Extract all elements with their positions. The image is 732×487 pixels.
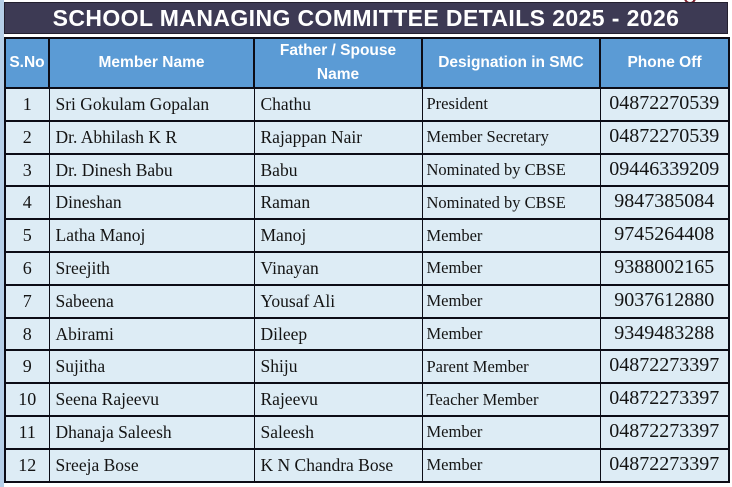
table-row: 3 Dr. Dinesh Babu Babu Nominated by CBSE…	[4, 152, 730, 188]
table-row: 12 Sreeja Bose K N Chandra Bose Member 0…	[4, 447, 730, 483]
cell-phone-number: 04872273397	[599, 415, 730, 450]
cell-serial-number: 10	[4, 382, 50, 417]
column-header-designation: Designation in SMC	[421, 36, 601, 90]
cell-designation: Teacher Member	[421, 382, 601, 417]
table-row: 6 Sreejith Vinayan Member 9388002165	[4, 251, 730, 286]
cell-phone-number: 9745264408	[599, 218, 730, 254]
cell-designation: Member	[421, 316, 601, 352]
table-row: 7 Sabeena Yousaf Ali Member 9037612880	[4, 283, 730, 319]
cell-member-name: Abirami	[48, 316, 255, 352]
cell-father-spouse-name: Yousaf Ali	[253, 283, 423, 319]
cell-member-name: Sreejith	[48, 251, 255, 286]
cell-phone-number: 04872270539	[599, 119, 730, 155]
cell-member-name: Sreeja Bose	[48, 447, 255, 483]
cell-father-spouse-name: Babu	[253, 152, 423, 188]
cell-phone-number: 04872273397	[599, 382, 730, 417]
cell-designation: Member	[421, 283, 601, 319]
column-header-father-spouse-name: Father / Spouse Name	[253, 36, 423, 90]
cell-phone-number: 9349483288	[599, 316, 730, 352]
cell-phone-number: 9037612880	[599, 283, 730, 319]
cell-phone-number: 9847385084	[599, 185, 730, 221]
cell-father-spouse-name: Chathu	[253, 87, 423, 122]
cell-phone-number: 04872273397	[599, 447, 730, 483]
cell-designation: Member	[421, 415, 601, 450]
cell-designation: Member	[421, 251, 601, 286]
cell-father-spouse-name: Manoj	[253, 218, 423, 254]
cell-father-spouse-name: Vinayan	[253, 251, 423, 286]
table-row: 11 Dhanaja Saleesh Saleesh Member 048722…	[4, 415, 730, 450]
cell-serial-number: 11	[4, 415, 50, 450]
column-header-phone-off: Phone Off	[599, 36, 730, 90]
cell-father-spouse-name: Rajappan Nair	[253, 119, 423, 155]
table-row: 9 Sujitha Shiju Parent Member 0487227339…	[4, 349, 730, 385]
committee-sheet: SCHOOL MANAGING COMMITTEE DETAILS 2025 -…	[4, 2, 730, 483]
cell-member-name: Dhanaja Saleesh	[48, 415, 255, 450]
cell-designation: Nominated by CBSE	[421, 185, 601, 221]
cell-designation: Member	[421, 447, 601, 483]
table-row: 4 Dineshan Raman Nominated by CBSE 98473…	[4, 185, 730, 221]
cell-father-spouse-name: Shiju	[253, 349, 423, 385]
cell-serial-number: 8	[4, 316, 50, 352]
cell-father-spouse-name: Raman	[253, 185, 423, 221]
cell-member-name: Seena Rajeevu	[48, 382, 255, 417]
left-margin-strip	[0, 0, 4, 487]
cell-serial-number: 2	[4, 119, 50, 155]
cell-member-name: Sri Gokulam Gopalan	[48, 87, 255, 122]
cell-serial-number: 3	[4, 152, 50, 188]
cell-member-name: Sabeena	[48, 283, 255, 319]
cell-member-name: Dr. Abhilash K R	[48, 119, 255, 155]
cell-member-name: Sujitha	[48, 349, 255, 385]
cell-designation: Nominated by CBSE	[421, 152, 601, 188]
table-row: 5 Latha Manoj Manoj Member 9745264408	[4, 218, 730, 254]
cell-father-spouse-name: Rajeevu	[253, 382, 423, 417]
cell-phone-number: 9388002165	[599, 251, 730, 286]
cell-father-spouse-name: Saleesh	[253, 415, 423, 450]
cell-phone-number: 04872273397	[599, 349, 730, 385]
cell-father-spouse-name: K N Chandra Bose	[253, 447, 423, 483]
column-header-member-name: Member Name	[48, 36, 255, 90]
cell-serial-number: 1	[4, 87, 50, 122]
cell-designation: Parent Member	[421, 349, 601, 385]
cell-serial-number: 7	[4, 283, 50, 319]
cell-member-name: Latha Manoj	[48, 218, 255, 254]
page-title: SCHOOL MANAGING COMMITTEE DETAILS 2025 -…	[4, 2, 728, 34]
cell-designation: President	[421, 87, 601, 122]
cell-father-spouse-name: Dileep	[253, 316, 423, 352]
table-row: 8 Abirami Dileep Member 9349483288	[4, 316, 730, 352]
header-row: S.No Member Name Father / Spouse Name De…	[4, 36, 730, 90]
cell-designation: Member Secretary	[421, 119, 601, 155]
cell-member-name: Dr. Dinesh Babu	[48, 152, 255, 188]
table-row: 10 Seena Rajeevu Rajeevu Teacher Member …	[4, 382, 730, 417]
cell-serial-number: 12	[4, 447, 50, 483]
table-row: 1 Sri Gokulam Gopalan Chathu President 0…	[4, 87, 730, 122]
cell-serial-number: 5	[4, 218, 50, 254]
cell-serial-number: 4	[4, 185, 50, 221]
cell-serial-number: 9	[4, 349, 50, 385]
cell-phone-number: 09446339209	[599, 152, 730, 188]
cell-member-name: Dineshan	[48, 185, 255, 221]
column-header-sno: S.No	[4, 36, 50, 90]
cell-phone-number: 04872270539	[599, 87, 730, 122]
cell-designation: Member	[421, 218, 601, 254]
cell-serial-number: 6	[4, 251, 50, 286]
committee-table: S.No Member Name Father / Spouse Name De…	[4, 36, 730, 483]
table-row: 2 Dr. Abhilash K R Rajappan Nair Member …	[4, 119, 730, 155]
